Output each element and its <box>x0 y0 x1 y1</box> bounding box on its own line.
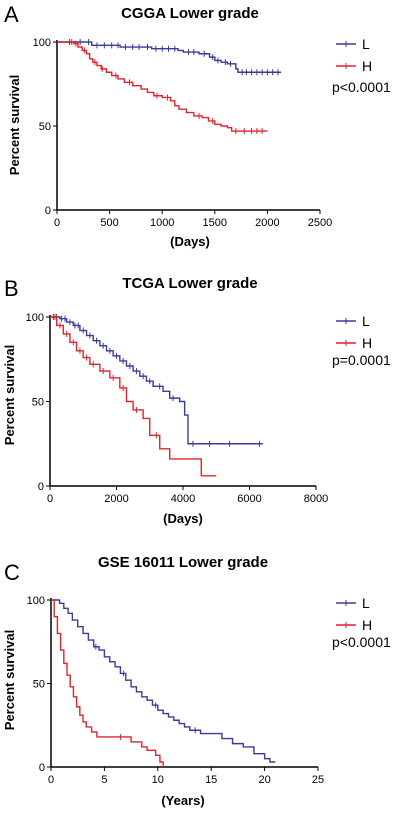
x-tick-label-b: 8000 <box>304 493 328 505</box>
axes-b: 0 2000 4000 6000 8000 0 50 100 <box>26 312 329 505</box>
legend-label-h-a: H <box>362 58 372 74</box>
legend-c: LH <box>336 595 372 633</box>
y-axis-label-c: Percent survival <box>2 630 17 730</box>
panel-c: C GSE 16011 Lower grade (Years) Percent … <box>2 554 391 808</box>
y-tick-label-a: 50 <box>39 121 51 133</box>
legend-b: LH <box>336 313 372 351</box>
chart-title-a: CGGA Lower grade <box>121 5 259 22</box>
x-axis-label-b: (Days) <box>163 511 203 526</box>
legend-a: LH <box>336 36 372 74</box>
p-value-c: p<0.0001 <box>332 634 391 650</box>
x-tick-label-b: 2000 <box>104 493 128 505</box>
p-value-a: p<0.0001 <box>332 79 391 95</box>
legend-label-l-a: L <box>362 36 370 52</box>
km-curve-h-c <box>51 599 164 767</box>
panel-letter-a: A <box>4 2 19 27</box>
x-tick-label-c: 15 <box>205 774 217 786</box>
y-axis-label-b: Percent survival <box>2 345 17 445</box>
legend-label-h-c: H <box>362 617 372 633</box>
km-curve-l-a <box>57 41 282 73</box>
legend-label-h-b: H <box>362 335 372 351</box>
panel-a: A CGGA Lower grade (Days) Percent surviv… <box>4 2 391 249</box>
panel-b: B TCGA Lower grade (Days) Percent surviv… <box>2 275 391 526</box>
x-tick-label-c: 5 <box>101 774 107 786</box>
axes-a: 0 500 1000 1500 2000 2500 0 50 100 <box>33 37 333 229</box>
y-tick-label-a: 100 <box>33 37 51 49</box>
x-axis-label-c: (Years) <box>161 793 204 808</box>
x-tick-label-b: 6000 <box>237 493 261 505</box>
x-tick-label-c: 25 <box>312 774 324 786</box>
x-axis-label-a: (Days) <box>170 234 210 249</box>
km-curve-h-b <box>50 316 217 477</box>
y-tick-label-b: 50 <box>32 397 44 409</box>
x-tick-label-a: 1000 <box>150 217 174 229</box>
km-curve-l-b <box>50 316 263 445</box>
y-tick-label-c: 100 <box>27 595 45 607</box>
x-tick-label-c: 0 <box>48 774 54 786</box>
chart-title-c: GSE 16011 Lower grade <box>98 554 268 571</box>
km-curve-l-c <box>51 599 276 763</box>
x-tick-label-a: 2000 <box>255 217 279 229</box>
axes-c: 0 5 10 15 20 25 0 50 100 <box>27 595 324 786</box>
plot-area-c <box>51 599 276 767</box>
km-curve-h-a <box>57 41 268 132</box>
y-tick-label-c: 0 <box>39 762 45 774</box>
panel-letter-b: B <box>4 276 19 301</box>
y-tick-label-b: 0 <box>38 481 44 493</box>
y-tick-label-b: 100 <box>26 312 44 324</box>
legend-label-l-c: L <box>362 595 370 611</box>
chart-title-b: TCGA Lower grade <box>122 275 257 292</box>
p-value-b: p=0.0001 <box>332 352 391 368</box>
x-tick-label-a: 1500 <box>203 217 227 229</box>
x-tick-label-c: 10 <box>152 774 164 786</box>
plot-area-a <box>57 39 282 135</box>
x-tick-label-b: 0 <box>47 493 53 505</box>
legend-label-l-b: L <box>362 313 370 329</box>
x-tick-label-c: 20 <box>258 774 270 786</box>
panel-letter-c: C <box>4 560 20 585</box>
x-tick-label-a: 2500 <box>308 217 332 229</box>
y-tick-label-c: 50 <box>33 679 45 691</box>
x-tick-label-a: 500 <box>100 217 118 229</box>
plot-area-b <box>50 314 263 477</box>
x-tick-label-b: 4000 <box>171 493 195 505</box>
y-tick-label-a: 0 <box>45 205 51 217</box>
y-axis-label-a: Percent survival <box>7 75 22 175</box>
x-tick-label-a: 0 <box>54 217 60 229</box>
